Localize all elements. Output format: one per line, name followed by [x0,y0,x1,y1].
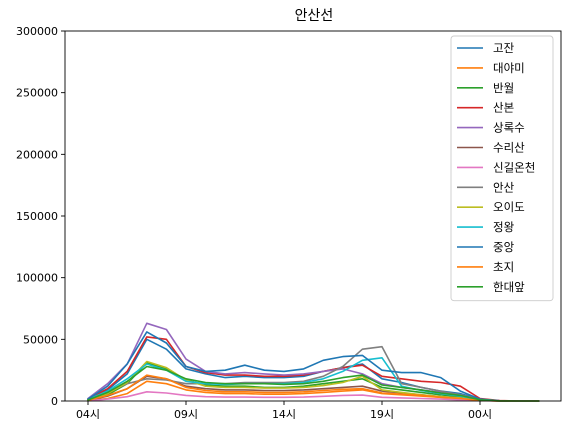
y-tick-label-0: 0 [51,395,58,408]
legend-label-0: 고잔 [493,41,515,55]
legend-label-9: 정왕 [493,220,515,234]
legend-label-3: 산본 [493,101,514,115]
chart-title: 안산선 [295,8,334,24]
legend-label-2: 반월 [493,81,514,95]
x-tick-label-4: 00시 [468,408,492,421]
legend-label-4: 상록수 [493,121,525,135]
y-tick-label-6: 300000 [16,25,58,38]
legend-label-1: 대야미 [493,61,525,75]
y-tick-label-2: 100000 [16,272,58,285]
y-tick-label-4: 200000 [16,148,58,161]
legend-label-12: 한대앞 [493,280,525,294]
legend-frame [450,35,554,302]
plot-area [87,322,540,402]
x-axis: 04시 09시 14시 19시 00시 [76,401,492,421]
legend-label-10: 중앙 [493,240,515,254]
y-tick-label-1: 50000 [23,333,58,346]
y-tick-label-3: 150000 [16,210,58,223]
series-line-6 [87,390,540,402]
x-tick-label-2: 14시 [272,408,296,421]
legend-label-7: 안산 [493,180,515,194]
legend-label-5: 수리산 [493,141,525,155]
legend-label-11: 초지 [493,260,514,274]
series-line-11 [87,374,540,402]
y-axis: 0 50000 100000 150000 200000 250000 300000 [16,25,65,408]
x-tick-label-0: 04시 [76,408,100,421]
x-tick-label-3: 19시 [370,408,394,421]
y-tick-label-5: 250000 [16,87,58,100]
legend-label-6: 신길온천 [493,160,535,174]
series-line-12 [87,365,540,402]
x-tick-label-1: 09시 [174,408,198,421]
series-line-10 [87,331,540,402]
legend-label-8: 오이도 [493,200,525,214]
